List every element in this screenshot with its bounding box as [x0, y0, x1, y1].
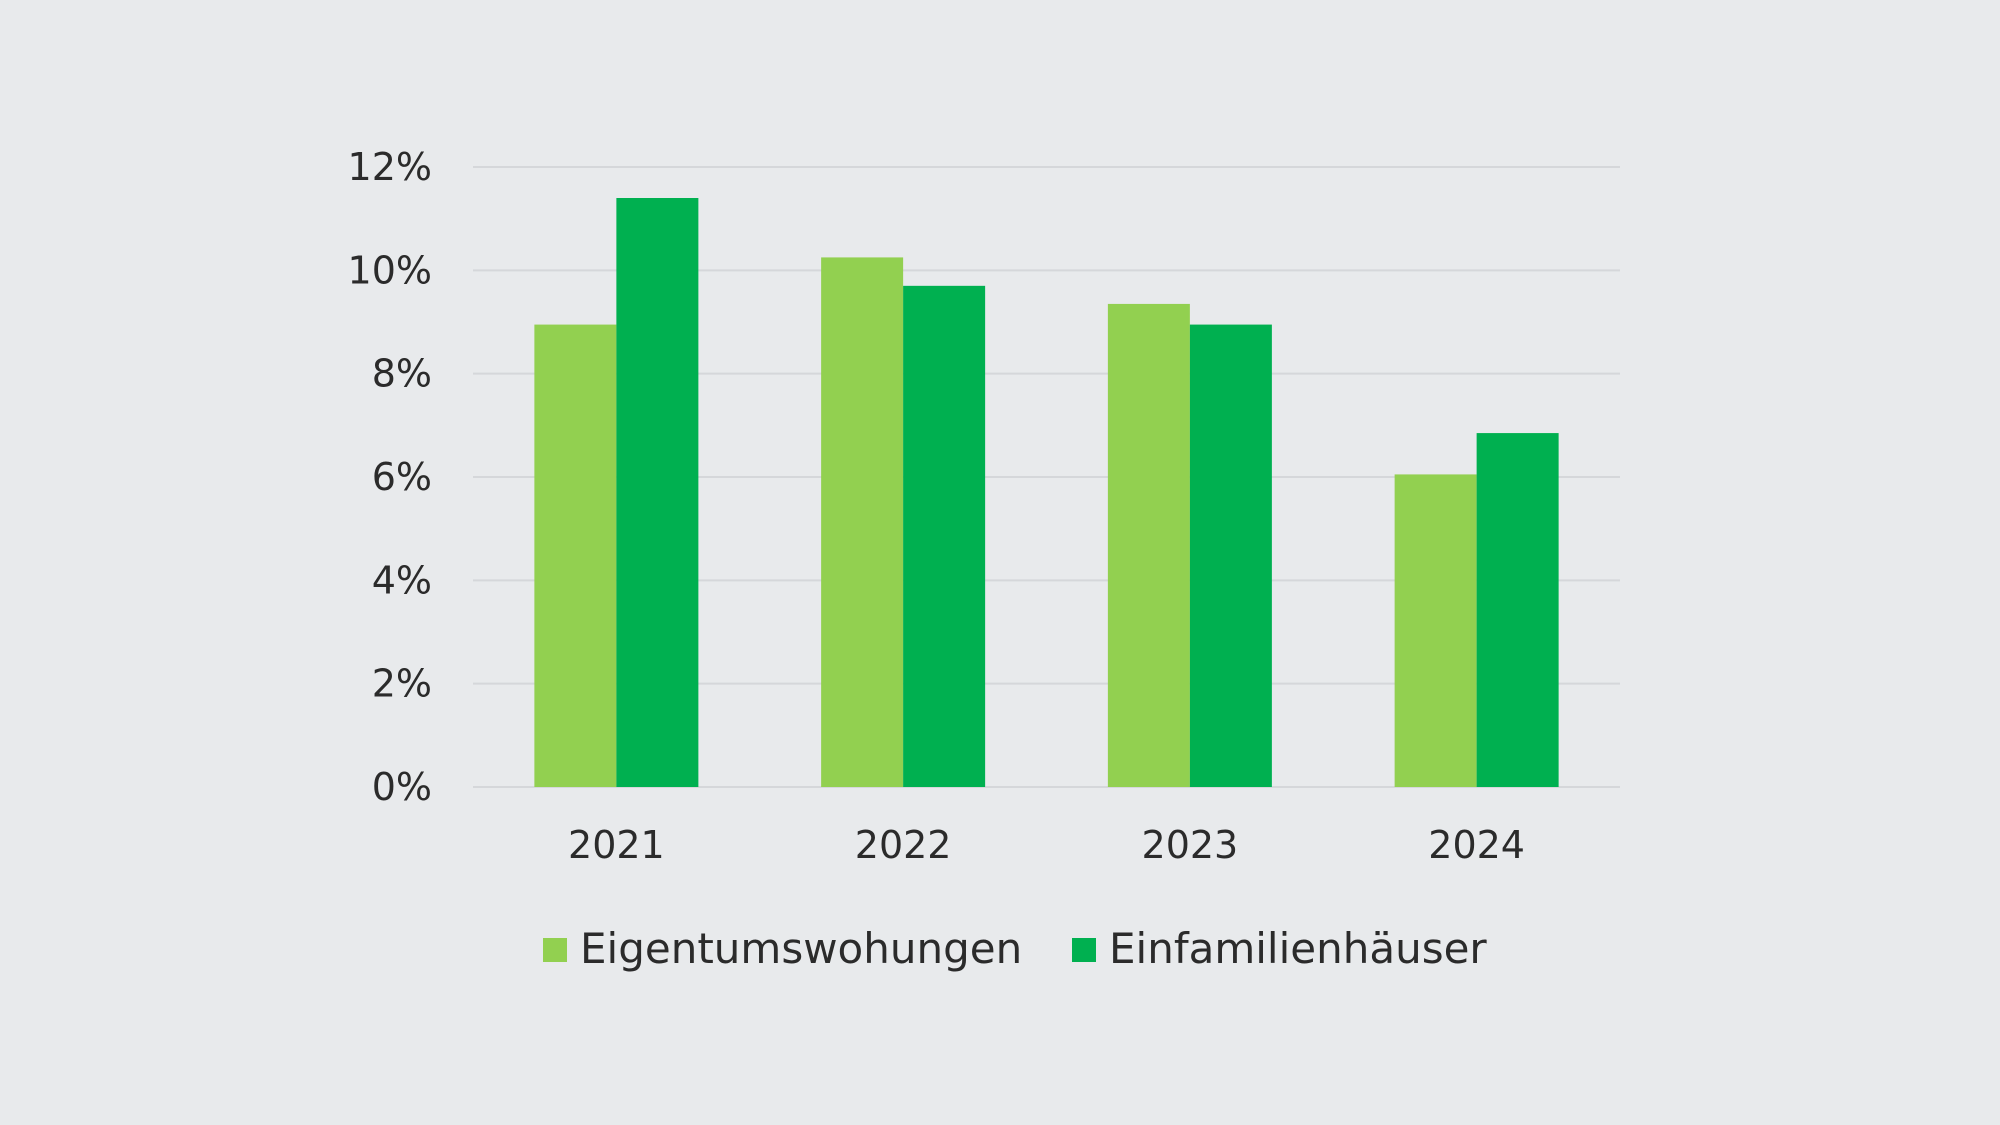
legend: Eigentumswohungen Einfamilienhäuser — [543, 924, 1487, 973]
y-tick-label: 12% — [348, 145, 432, 189]
bar-einfamilienhäuser-2023 — [1189, 324, 1272, 787]
bar-eigentumswohungen-2022 — [821, 257, 904, 788]
x-axis-ticks: 2021 2022 2023 2024 — [568, 823, 1525, 867]
y-axis-ticks: 0% 2% 4% 6% 8% 10% 12% — [348, 145, 432, 809]
bar-einfamilienhäuser-2024 — [1476, 433, 1559, 787]
y-tick-label: 4% — [372, 558, 432, 602]
bar-einfamilienhäuser-2022 — [903, 285, 986, 787]
legend-swatch — [1072, 938, 1096, 962]
bar-einfamilienhäuser-2021 — [616, 198, 699, 787]
y-tick-label: 0% — [372, 765, 432, 809]
y-tick-label: 8% — [372, 352, 432, 396]
y-tick-label: 6% — [372, 455, 432, 499]
bar-eigentumswohungen-2023 — [1107, 303, 1190, 787]
x-tick-label: 2024 — [1428, 823, 1525, 867]
x-tick-label: 2021 — [568, 823, 665, 867]
x-tick-label: 2022 — [855, 823, 952, 867]
x-tick-label: 2023 — [1142, 823, 1239, 867]
legend-swatch — [543, 938, 567, 962]
legend-label: Eigentumswohungen — [580, 924, 1022, 973]
bar-eigentumswohungen-2024 — [1394, 474, 1477, 787]
y-tick-label: 10% — [348, 248, 432, 292]
legend-label: Einfamilienhäuser — [1109, 924, 1487, 973]
bar-eigentumswohungen-2021 — [534, 324, 617, 787]
y-tick-label: 2% — [372, 662, 432, 706]
bars — [534, 198, 1559, 788]
